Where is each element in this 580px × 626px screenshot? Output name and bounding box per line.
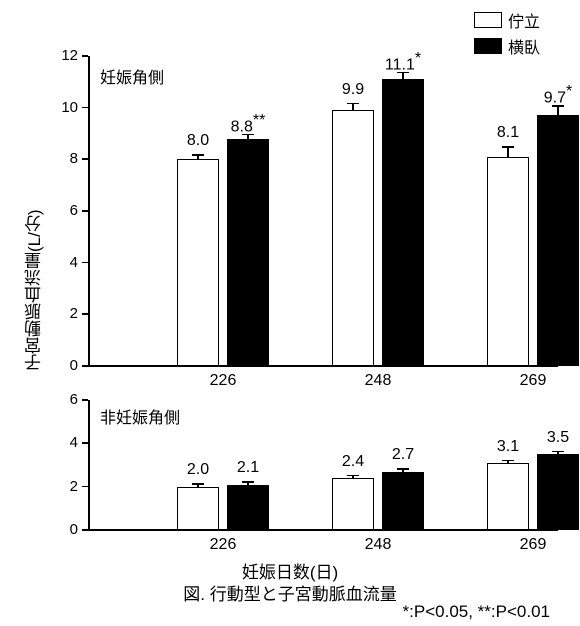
- y-tick-label: 12: [50, 47, 78, 64]
- y-tick-label: 10: [50, 99, 78, 116]
- y-tick: [82, 107, 88, 109]
- error-cap: [192, 483, 204, 485]
- y-tick-label: 4: [50, 434, 78, 451]
- bar-standing: [487, 463, 529, 530]
- y-tick: [82, 486, 88, 488]
- figure: 佇立 横臥 子宮動脈血流量(L/分) 0 2 4 6 8 10 12 8.0 8.8** 9.9 1…: [0, 0, 580, 626]
- y-tick: [82, 158, 88, 160]
- significance-note: *:P<0.05, **:P<0.01: [403, 602, 550, 622]
- y-tick-label: 6: [50, 391, 78, 408]
- value-label: 2.1: [237, 459, 259, 477]
- panel-top-label: 妊娠角側: [100, 64, 164, 88]
- y-axis: [88, 56, 90, 366]
- error-cap: [347, 475, 359, 477]
- legend-label-lying: 横臥: [508, 34, 540, 58]
- value-label: 3.1: [497, 438, 519, 456]
- error-cap: [502, 146, 514, 148]
- bar-standing: [332, 110, 374, 366]
- bar-lying: [537, 454, 579, 530]
- legend-item-standing: 佇立: [474, 8, 540, 32]
- x-tick-label: 269: [520, 372, 547, 390]
- x-tick-label: 248: [365, 536, 392, 554]
- error-cap: [397, 468, 409, 470]
- bar-lying: [382, 472, 424, 531]
- value-label: 2.0: [187, 461, 209, 479]
- y-tick-label: 0: [50, 357, 78, 374]
- x-tick-label: 269: [520, 536, 547, 554]
- bar-standing: [177, 487, 219, 530]
- bar-lying: [537, 115, 579, 366]
- error-cap: [347, 103, 359, 105]
- y-tick-label: 4: [50, 254, 78, 271]
- value-label: 2.4: [342, 453, 364, 471]
- y-tick: [82, 210, 88, 212]
- value-label: 3.5: [547, 429, 569, 447]
- y-tick-label: 2: [50, 478, 78, 495]
- error-bar: [507, 146, 509, 156]
- y-tick: [82, 365, 88, 367]
- y-tick-label: 2: [50, 305, 78, 322]
- y-tick: [82, 55, 88, 57]
- error-cap: [552, 451, 564, 453]
- y-axis-title: 子宮動脈血流量(L/分): [22, 140, 47, 440]
- panel-top: 0246810128.08.8**9.911.1*8.19.7*22624826…: [88, 56, 558, 366]
- bar-lying: [382, 79, 424, 366]
- legend-item-lying: 横臥: [474, 34, 540, 58]
- y-tick-label: 6: [50, 202, 78, 219]
- bar-lying: [227, 485, 269, 531]
- legend: 佇立 横臥: [474, 8, 540, 60]
- x-tick-label: 226: [210, 372, 237, 390]
- value-label: 8.8**: [231, 112, 266, 136]
- value-label: 11.1*: [385, 50, 421, 74]
- legend-swatch-standing: [474, 12, 502, 28]
- y-tick: [82, 529, 88, 531]
- value-label: 9.7*: [544, 83, 572, 107]
- value-label: 8.0: [187, 132, 209, 150]
- legend-swatch-lying: [474, 38, 502, 54]
- bar-standing: [332, 478, 374, 530]
- x-tick-label: 226: [210, 536, 237, 554]
- x-tick-label: 248: [365, 372, 392, 390]
- value-label: 2.7: [392, 446, 414, 464]
- legend-label-standing: 佇立: [508, 8, 540, 32]
- y-tick-label: 8: [50, 150, 78, 167]
- error-cap: [192, 154, 204, 156]
- y-tick: [82, 313, 88, 315]
- value-label: 8.1: [497, 124, 519, 142]
- panel-bottom-label: 非妊娠角側: [100, 404, 180, 428]
- error-cap: [242, 481, 254, 483]
- y-tick: [82, 262, 88, 264]
- bar-standing: [177, 159, 219, 366]
- bar-lying: [227, 139, 269, 366]
- error-cap: [502, 460, 514, 462]
- y-tick-label: 0: [50, 521, 78, 538]
- y-tick: [82, 399, 88, 401]
- value-label: 9.9: [342, 81, 364, 99]
- bar-standing: [487, 157, 529, 366]
- y-tick: [82, 442, 88, 444]
- y-axis: [88, 400, 90, 530]
